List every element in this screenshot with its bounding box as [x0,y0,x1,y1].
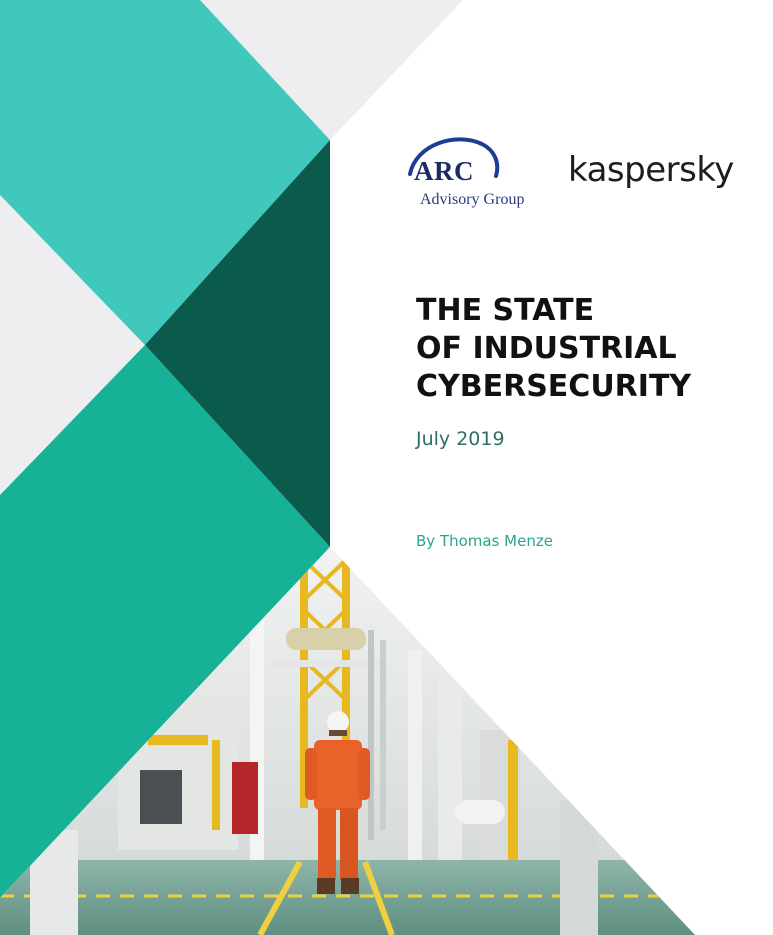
arc-swoosh-icon [408,137,500,178]
teal-light-shape [0,0,330,345]
top-gray-triangle [200,0,463,140]
arc-advisory-logo: ARC Advisory Group [400,128,550,218]
title-line: THE STATE [416,293,595,328]
report-date: July 2019 [416,428,505,450]
arc-logo-sub-text: Advisory Group [420,191,525,208]
teal-dark-shape [145,140,330,547]
report-author: By Thomas Menze [416,532,553,550]
title-line: OF INDUSTRIAL [416,331,677,366]
title-line: CYBERSECURITY [416,369,692,404]
worker-figure [305,711,370,894]
kaspersky-logo: kaspersky [568,150,734,190]
arc-logo-main-text: ARC [414,156,474,186]
left-gray-triangle [0,195,145,495]
teal-mid-shape [0,345,330,898]
report-title: THE STATE OF INDUSTRIAL CYBERSECURITY [416,292,691,406]
